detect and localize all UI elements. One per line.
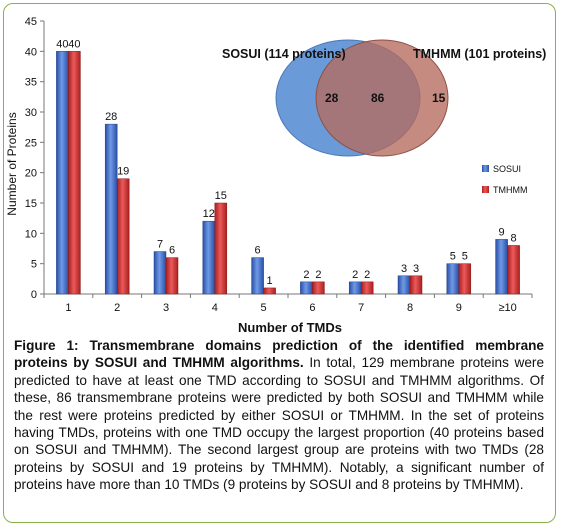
venn-diagram: SOSUI (114 proteins) TMHMM (101 proteins… <box>222 39 546 157</box>
data-label-tmhmm: 8 <box>511 232 517 244</box>
x-tick-label: 4 <box>212 302 218 314</box>
data-label-sosui: 40 <box>56 38 68 50</box>
y-axis-title: Number of Proteins <box>5 112 19 215</box>
bar-tmhmm <box>409 275 423 295</box>
legend-label-sosui: SOSUI <box>493 164 521 174</box>
legend: SOSUI TMHMM <box>482 164 528 195</box>
y-tick-label: 20 <box>25 168 37 180</box>
data-label-sosui: 3 <box>401 263 407 275</box>
bar-tmhmm <box>263 287 276 295</box>
bar-tmhmm <box>312 281 325 295</box>
bar-sosui <box>348 281 362 295</box>
legend-label-tmhmm: TMHMM <box>493 185 528 195</box>
venn-right-circle <box>315 39 449 157</box>
data-label-tmhmm: 2 <box>364 269 370 281</box>
y-tick-label: 30 <box>25 107 37 119</box>
bar-sosui <box>495 239 508 295</box>
venn-right-label: TMHMM (101 proteins) <box>413 47 546 61</box>
x-tick-label: 6 <box>309 302 315 314</box>
data-label-tmhmm: 6 <box>169 245 175 257</box>
data-label-sosui: 2 <box>303 269 309 281</box>
caption-title: Figure 1: Transmembrane domains predicti… <box>14 338 544 371</box>
data-label-sosui: 5 <box>450 251 456 263</box>
data-label-sosui: 2 <box>352 269 358 281</box>
data-label-tmhmm: 1 <box>267 275 273 287</box>
bar-tmhmm <box>214 202 228 295</box>
data-label-tmhmm: 5 <box>462 251 468 263</box>
data-label-tmhmm: 19 <box>117 166 129 178</box>
data-label-sosui: 9 <box>499 226 505 238</box>
figure-caption: Figure 1: Transmembrane domains predicti… <box>14 337 544 494</box>
bar-tmhmm <box>458 263 472 295</box>
x-tick-label: 5 <box>261 302 267 314</box>
caption-body: In total, 129 membrane proteins were pre… <box>14 355 545 493</box>
bar-sosui <box>104 123 118 295</box>
bar-sosui <box>202 220 216 295</box>
bar-tmhmm <box>68 51 81 295</box>
legend-swatch-sosui <box>482 165 489 172</box>
y-tick-label: 35 <box>25 77 37 89</box>
bar-sosui <box>153 251 167 295</box>
bar-sosui <box>446 263 460 295</box>
bar-sosui <box>56 51 69 295</box>
x-tick-label: 9 <box>456 302 462 314</box>
venn-left-label: SOSUI (114 proteins) <box>222 47 346 61</box>
x-tick-label: 8 <box>407 302 413 314</box>
bar-tmhmm <box>507 245 520 295</box>
y-tick-label: 15 <box>25 198 37 210</box>
bar-tmhmm <box>360 281 374 295</box>
data-label-tmhmm: 2 <box>315 269 321 281</box>
data-label-tmhmm: 15 <box>215 190 227 202</box>
venn-left-only: 28 <box>325 91 339 105</box>
x-tick-label: 7 <box>358 302 364 314</box>
venn-both: 86 <box>371 91 385 105</box>
bar-tmhmm <box>116 178 130 295</box>
bar-sosui <box>251 257 264 295</box>
data-label-tmhmm: 3 <box>413 263 419 275</box>
y-tick-label: 25 <box>25 137 37 149</box>
y-tick-label: 40 <box>25 46 37 58</box>
data-label-sosui: 12 <box>203 208 215 220</box>
x-tick-label: 3 <box>163 302 169 314</box>
bar-tmhmm <box>165 257 179 295</box>
venn-right-only: 15 <box>432 91 446 105</box>
y-tick-label: 45 <box>25 16 37 28</box>
data-label-sosui: 28 <box>105 111 117 123</box>
y-tick-label: 10 <box>25 228 37 240</box>
y-tick-label: 0 <box>31 289 37 301</box>
bar-sosui <box>300 281 313 295</box>
y-tick-label: 5 <box>31 259 37 271</box>
data-label-sosui: 7 <box>157 239 163 251</box>
x-axis-title: Number of TMDs <box>238 320 342 335</box>
x-tick-label: 1 <box>65 302 71 314</box>
data-label-tmhmm: 40 <box>68 38 80 50</box>
legend-swatch-tmhmm <box>482 186 489 193</box>
x-tick-label: 2 <box>114 302 120 314</box>
x-tick-label: ≥10 <box>498 302 516 314</box>
data-label-sosui: 6 <box>255 245 261 257</box>
bar-sosui <box>397 275 411 295</box>
